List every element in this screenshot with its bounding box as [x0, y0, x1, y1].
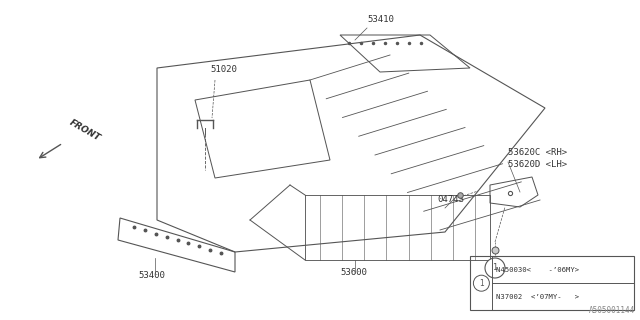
Text: N450030<    -’06MY>: N450030< -’06MY>: [497, 267, 580, 273]
Text: 1: 1: [479, 279, 484, 288]
Text: 53600: 53600: [340, 268, 367, 277]
Text: 1: 1: [492, 263, 498, 273]
Bar: [470, 256, 634, 310]
Circle shape: [474, 275, 490, 291]
Text: 53620C <RH>: 53620C <RH>: [508, 148, 567, 157]
Text: 53400: 53400: [138, 271, 165, 280]
Text: A505001144: A505001144: [589, 306, 635, 315]
Circle shape: [485, 258, 505, 278]
Text: N37002  <’07MY-   >: N37002 <’07MY- >: [497, 294, 580, 300]
Text: FRONT: FRONT: [68, 117, 102, 142]
Text: 0474S: 0474S: [437, 195, 464, 204]
Text: 53410: 53410: [367, 15, 394, 24]
Text: 53620D <LH>: 53620D <LH>: [508, 160, 567, 169]
Text: 51020: 51020: [210, 65, 237, 74]
